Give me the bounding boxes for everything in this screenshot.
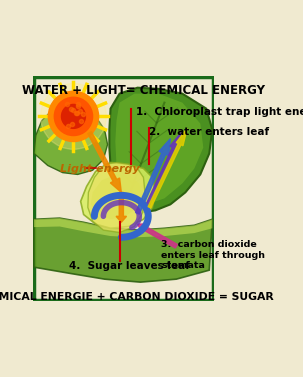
FancyArrow shape	[144, 133, 181, 211]
FancyArrow shape	[148, 129, 187, 208]
Circle shape	[48, 91, 98, 141]
Polygon shape	[34, 107, 108, 175]
Circle shape	[62, 104, 85, 129]
FancyArrow shape	[121, 234, 124, 240]
FancyArrow shape	[138, 224, 177, 248]
Circle shape	[41, 83, 106, 149]
FancyArrow shape	[135, 138, 170, 214]
Text: 3.  carbon dioxide
enters leaf through
stomata: 3. carbon dioxide enters leaf through st…	[161, 240, 265, 270]
Text: 1.  Chloroplast trap light energy: 1. Chloroplast trap light energy	[136, 107, 303, 117]
Circle shape	[54, 97, 93, 136]
Polygon shape	[115, 93, 203, 204]
Text: WATER + LIGHT= CHEMICAL ENERGY: WATER + LIGHT= CHEMICAL ENERGY	[22, 84, 265, 97]
Text: Light energy: Light energy	[60, 164, 139, 174]
Polygon shape	[34, 218, 212, 237]
Polygon shape	[34, 218, 212, 282]
Polygon shape	[81, 162, 155, 228]
FancyArrow shape	[88, 132, 121, 192]
Polygon shape	[91, 175, 142, 219]
Polygon shape	[88, 162, 145, 233]
Text: CHEMICAL ENERGIE + CARBON DIOXIDE = SUGAR: CHEMICAL ENERGIE + CARBON DIOXIDE = SUGA…	[0, 292, 274, 302]
FancyArrow shape	[116, 192, 127, 222]
Text: 4.  Sugar leaves leaf: 4. Sugar leaves leaf	[69, 261, 190, 271]
Polygon shape	[109, 88, 212, 212]
Text: 2.  water enters leaf: 2. water enters leaf	[149, 127, 270, 136]
